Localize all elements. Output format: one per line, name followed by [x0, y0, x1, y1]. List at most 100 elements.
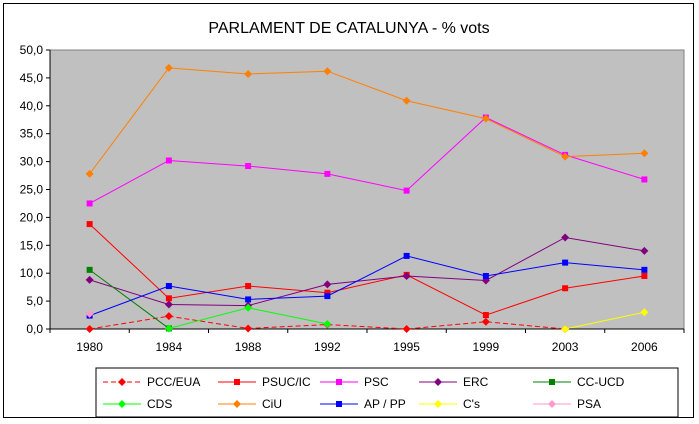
data-point — [86, 200, 93, 207]
legend-item: PCC/EUA — [103, 375, 200, 389]
legend-item: CC-UCD — [533, 375, 625, 389]
data-point — [85, 325, 94, 333]
series-cds — [164, 303, 332, 333]
series-line — [565, 311, 645, 330]
y-tick-label: 0,0 — [26, 322, 43, 336]
data-point — [85, 275, 94, 284]
data-point — [403, 252, 410, 259]
legend-item: PSC — [320, 375, 389, 389]
y-tick-label: 45,0 — [20, 71, 44, 85]
data-point — [165, 283, 172, 290]
data-point — [245, 163, 252, 170]
data-point — [323, 67, 332, 76]
x-tick-label: 2006 — [631, 340, 658, 354]
series-c-s — [561, 308, 649, 333]
data-point — [482, 272, 489, 279]
series-layer — [85, 63, 649, 333]
y-tick-label: 50,0 — [20, 43, 44, 57]
chart-title: PARLAMENT DE CATALUNYA - % vots — [208, 20, 489, 37]
data-point — [86, 266, 93, 273]
legend-item: PSUC/IC — [218, 375, 311, 389]
legend-marker — [434, 400, 442, 408]
series-line — [89, 67, 645, 175]
data-point — [481, 317, 490, 326]
x-tick-label: 1980 — [76, 340, 103, 354]
legend-label: CC-UCD — [577, 375, 625, 389]
legend-item: CiU — [218, 397, 282, 411]
data-point — [640, 149, 649, 158]
legend-label: PSC — [364, 375, 389, 389]
data-point — [165, 157, 172, 164]
x-tick-label: 1988 — [235, 340, 262, 354]
data-point — [481, 114, 490, 123]
legend-marker — [233, 400, 241, 408]
data-point — [86, 221, 93, 228]
data-point — [641, 176, 648, 183]
legend-label: CiU — [262, 397, 282, 411]
legend-marker — [118, 378, 126, 386]
legend-marker — [549, 379, 555, 385]
data-point — [561, 233, 570, 242]
series-line — [89, 269, 170, 329]
data-point — [164, 63, 173, 72]
series-line — [89, 255, 645, 317]
y-tick-label: 10,0 — [20, 266, 44, 280]
legend-label: PSA — [577, 397, 601, 411]
legend-label: AP / PP — [364, 397, 406, 411]
data-point — [561, 152, 570, 161]
data-point — [164, 324, 173, 333]
legend-marker — [234, 379, 240, 385]
data-point — [323, 319, 332, 328]
data-point — [323, 280, 332, 289]
data-point — [640, 308, 649, 317]
legend-marker — [336, 401, 342, 407]
data-point — [164, 300, 173, 309]
legend-label: ERC — [463, 375, 489, 389]
legend-label: CDS — [147, 397, 172, 411]
legend-box — [95, 367, 679, 418]
legend-marker — [118, 400, 126, 408]
data-point — [562, 259, 569, 266]
data-point — [165, 295, 172, 302]
legend: PCC/EUA PSUC/IC PSC ERC CC-UCD CDS CiU AP / PP C… — [103, 375, 625, 411]
data-point — [641, 272, 648, 279]
data-point — [245, 283, 252, 290]
legend-item: AP / PP — [320, 397, 406, 411]
legend-marker — [548, 400, 556, 408]
data-point — [403, 187, 410, 194]
y-axis: 0,0 5,0 10,0 15,0 20,0 25,0 30,0 35,0 40,0 45,0 50… — [20, 43, 51, 336]
data-point — [324, 289, 331, 296]
legend-item: PSA — [533, 397, 601, 411]
y-tick-label: 25,0 — [20, 183, 44, 197]
data-point — [562, 285, 569, 292]
series-line — [89, 236, 645, 307]
data-point — [85, 169, 94, 178]
legend-item: CDS — [103, 397, 172, 411]
data-point — [244, 324, 253, 333]
plot-area — [49, 49, 685, 330]
data-point — [482, 312, 489, 319]
legend-item: ERC — [419, 375, 489, 389]
data-point — [164, 312, 173, 321]
series-ciu — [85, 63, 649, 178]
y-tick-label: 20,0 — [20, 210, 44, 224]
y-tick-label: 30,0 — [20, 155, 44, 169]
data-point — [245, 296, 252, 303]
legend-marker — [434, 378, 442, 386]
data-point — [244, 69, 253, 78]
x-tick-label: 1995 — [393, 340, 420, 354]
data-point — [561, 325, 570, 333]
series-line — [89, 223, 645, 316]
x-tick-label: 1992 — [314, 340, 341, 354]
y-tick-label: 35,0 — [20, 127, 44, 141]
x-tick-label: 1984 — [156, 340, 183, 354]
x-tick-label: 2003 — [552, 340, 579, 354]
data-point — [85, 309, 94, 318]
legend-label: PCC/EUA — [147, 375, 200, 389]
data-point — [402, 325, 411, 333]
legend-item: C's — [419, 397, 480, 411]
data-point — [244, 303, 253, 312]
data-point — [402, 271, 411, 280]
legend-label: PSUC/IC — [262, 375, 311, 389]
